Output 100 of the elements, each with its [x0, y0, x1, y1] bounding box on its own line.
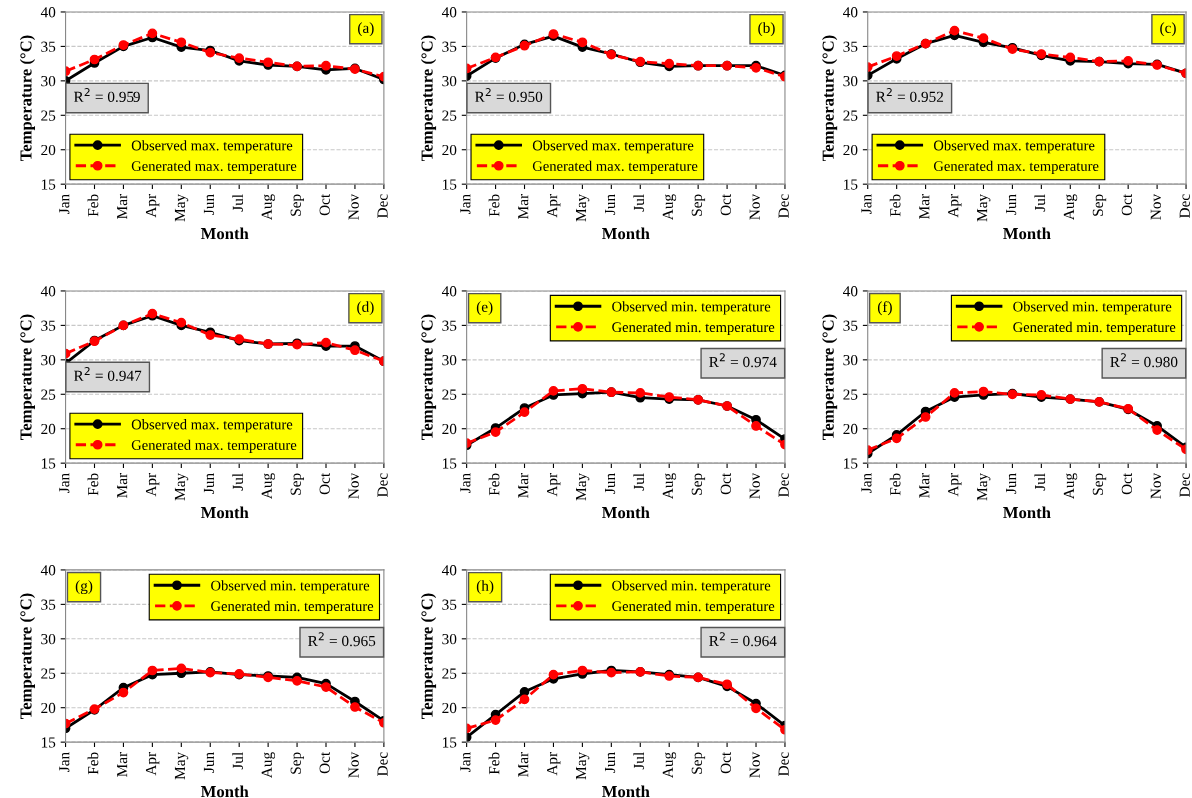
x-tick-label: Aug — [1063, 194, 1078, 221]
x-tick-label: Oct — [1121, 193, 1132, 216]
x-tick-label: May — [576, 472, 590, 501]
x-tick-label: Jul — [1034, 473, 1046, 491]
x-axis-title: Month — [200, 506, 249, 519]
x-tick-label: Apr — [948, 473, 962, 497]
x-tick-label: May — [174, 193, 189, 222]
y-axis-title: Temperature (°C) — [822, 314, 838, 441]
y-tick-label: 30 — [843, 354, 858, 366]
x-tick-label: Jan — [861, 194, 872, 214]
x-tick-label: Mar — [117, 752, 128, 777]
x-tick-label: Jun — [605, 194, 616, 215]
x-tick-label: May — [977, 472, 991, 501]
y-tick-label: 20 — [41, 423, 56, 435]
x-tick-label: Feb — [889, 194, 901, 217]
x-tick-label: Dec — [377, 473, 388, 498]
x-tick-label: Nov — [749, 751, 760, 778]
x-tick-label: Nov — [1150, 472, 1161, 499]
x-tick-label: Dec — [1179, 194, 1190, 219]
x-tick-label: Oct — [319, 751, 330, 774]
legend-label: Generated min. temperature — [612, 600, 775, 615]
x-axis-title: Month — [1003, 506, 1051, 519]
legend-label: Generated max. temperature — [131, 160, 297, 174]
x-tick-label: Jul — [232, 194, 244, 212]
annotation: (c) — [1160, 22, 1176, 37]
x-tick-label: Aug — [662, 752, 677, 779]
x-tick-label: Jul — [232, 752, 244, 770]
legend-label: Observed min. temperature — [1013, 301, 1172, 315]
x-tick-label: Feb — [488, 752, 500, 775]
x-tick-label: Nov — [749, 193, 760, 220]
y-tick-label: 40 — [40, 7, 56, 18]
y-tick-label: 15 — [844, 179, 858, 190]
x-tick-label: Apr — [547, 194, 561, 218]
annotation: R$^{2}$ = 0.980 — [1110, 353, 1178, 368]
x-tick-label: Jul — [633, 473, 645, 491]
x-tick-label: Jan — [861, 473, 872, 493]
y-axis-title: Temperature (°C) — [420, 35, 437, 162]
x-tick-label: Sep — [1092, 194, 1107, 216]
x-tick-label: Jan — [59, 194, 70, 214]
annotation: R$^{2}$ = 0.947 — [73, 367, 142, 382]
x-tick-label: Jul — [633, 194, 645, 212]
y-tick-label: 20 — [41, 702, 56, 714]
y-axis-title: Temperature (°C) — [19, 593, 35, 720]
legend-label: Observed max. temperature — [131, 419, 293, 433]
annotation: R$^{2}$ = 0.965 — [308, 632, 376, 647]
x-tick-label: Oct — [720, 751, 731, 774]
x-tick-label: Jun — [203, 752, 215, 773]
x-tick-label: Dec — [1179, 473, 1190, 498]
y-tick-label: 40 — [441, 565, 457, 576]
x-tick-label: Feb — [87, 473, 99, 496]
y-tick-label: 20 — [442, 144, 457, 156]
x-tick-label: Aug — [662, 473, 677, 500]
y-tick-label: 35 — [442, 320, 457, 331]
legend-label: Generated max. temperature — [532, 160, 698, 174]
x-tick-label: Jun — [605, 752, 616, 773]
x-tick-label: Jun — [203, 473, 215, 494]
annotation: R$^{2}$ = 0.964 — [709, 632, 777, 647]
x-tick-label: Sep — [1092, 473, 1107, 495]
y-tick-label: 25 — [41, 389, 56, 400]
x-tick-label: Jun — [203, 194, 215, 215]
y-tick-label: 25 — [41, 668, 56, 679]
x-tick-label: May — [576, 193, 590, 222]
x-tick-label: Apr — [547, 752, 561, 776]
x-axis-title: Month — [200, 227, 249, 240]
x-tick-label: Nov — [348, 193, 359, 220]
x-tick-label: Oct — [720, 472, 731, 495]
legend-label: Observed max. temperature — [131, 140, 293, 154]
y-axis-title: Temperature (°C) — [822, 35, 838, 162]
x-tick-label: Nov — [348, 751, 359, 778]
y-tick-label: 15 — [41, 737, 56, 748]
y-tick-label: 25 — [843, 110, 858, 121]
y-tick-label: 15 — [442, 179, 457, 190]
x-tick-label: Jun — [605, 473, 616, 494]
x-tick-label: Apr — [948, 194, 962, 218]
x-tick-label: Mar — [919, 194, 930, 219]
y-axis-title: Temperature (°C) — [19, 35, 35, 162]
y-tick-label: 40 — [40, 565, 56, 576]
x-tick-label: Aug — [1063, 473, 1078, 500]
x-tick-label: Aug — [662, 194, 677, 221]
x-tick-label: Jan — [460, 473, 471, 493]
annotation: R$^{2}$ = 0.950 — [475, 88, 543, 103]
annotation: (f) — [877, 301, 892, 316]
x-tick-label: Dec — [377, 752, 388, 777]
y-tick-label: 20 — [442, 702, 457, 714]
y-tick-label: 35 — [843, 320, 858, 331]
x-tick-label: Feb — [889, 473, 901, 496]
x-tick-label: Jan — [460, 194, 471, 214]
x-tick-label: Dec — [377, 194, 388, 219]
x-tick-label: Feb — [87, 752, 99, 775]
legend-label: Generated max. temperature — [933, 160, 1099, 174]
x-tick-label: Mar — [518, 473, 529, 498]
legend-label: Observed min. temperature — [612, 301, 771, 315]
annotation: R$^{2}$ = 0.959 — [73, 88, 140, 103]
x-tick-label: Oct — [319, 472, 330, 495]
y-tick-label: 30 — [442, 354, 457, 366]
x-tick-label: Dec — [778, 473, 789, 498]
y-tick-label: 20 — [843, 423, 858, 435]
y-tick-label: 15 — [41, 179, 56, 190]
y-tick-label: 35 — [442, 41, 457, 52]
y-tick-label: 25 — [41, 110, 56, 121]
